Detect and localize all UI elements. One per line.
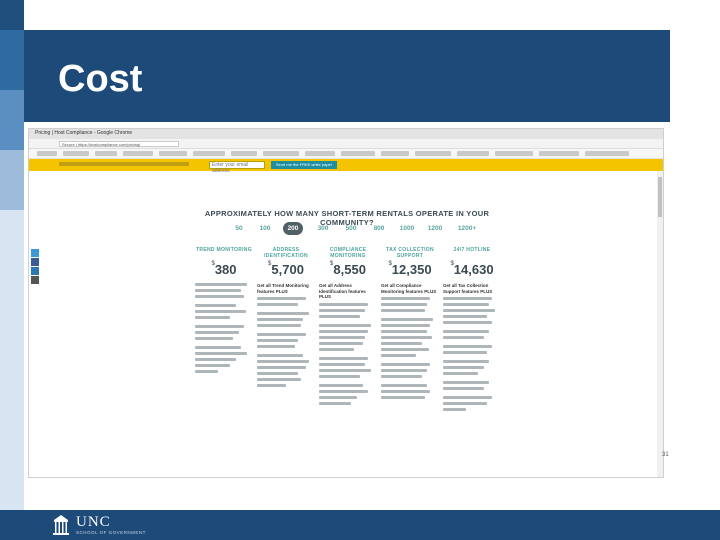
column-heading: TAX COLLECTION SUPPORT — [386, 247, 434, 259]
column-plus: Get all Compliance Monitoring features P… — [381, 283, 437, 294]
slide-title: Cost — [58, 58, 143, 100]
column-plus: Get all Trend Monitoring features PLUS — [257, 283, 309, 294]
browser-address-bar: Secure | https://hostcompliance.com/pric… — [29, 139, 663, 149]
scrollbar[interactable] — [657, 171, 663, 477]
count-option[interactable]: 500 — [345, 225, 357, 232]
pricing-columns: TREND MONITORING $380 ADDRESS IDENTIFICA… — [195, 247, 505, 477]
scrollbar-thumb[interactable] — [658, 177, 662, 217]
column-price: $380 — [211, 261, 237, 277]
column-heading: ADDRESS IDENTIFICATION — [264, 247, 308, 259]
browser-tabstrip: Pricing | Host Compliance - Google Chrom… — [29, 129, 663, 139]
count-option[interactable]: 100 — [259, 225, 271, 232]
page-number: 31 — [662, 452, 669, 458]
linkedin-icon[interactable] — [31, 267, 39, 275]
column-heading: 24/7 HOTLINE — [453, 247, 491, 253]
count-option[interactable]: 1200 — [427, 225, 443, 232]
pricing-column: COMPLIANCE MONITORING $8,550 Get all Add… — [319, 247, 377, 405]
footer: UNC SCHOOL OF GOVERNMENT — [24, 510, 720, 540]
column-price: $8,550 — [330, 261, 366, 277]
banner-email-input[interactable]: Enter your email address — [209, 161, 265, 174]
browser-tab[interactable]: Pricing | Host Compliance - Google Chrom… — [35, 130, 133, 136]
social-share-bar — [31, 249, 39, 285]
column-plus: Get all Tax Collection Support features … — [443, 283, 493, 294]
column-price: $14,630 — [450, 261, 494, 277]
banner-submit-button[interactable]: Send me the FREE white paper — [271, 161, 337, 169]
facebook-icon[interactable] — [31, 258, 39, 266]
pricing-column: 24/7 HOTLINE $14,630 Get all Tax Collect… — [443, 247, 501, 411]
rental-count-selector: 50 100 200 300 500 800 1000 1200 1200+ — [229, 222, 489, 236]
promo-banner: Enter your email address Send me the FRE… — [29, 159, 663, 174]
column-price: $12,350 — [388, 261, 432, 277]
footer-logo-text: UNC — [76, 514, 111, 530]
pricing-headline: APPROXIMATELY HOW MANY SHORT-TERM RENTAL… — [204, 209, 490, 227]
column-plus: Get all Address Identification features … — [319, 283, 366, 299]
count-option[interactable]: 1000 — [399, 225, 415, 232]
pricing-column: TAX COLLECTION SUPPORT $12,350 Get all C… — [381, 247, 439, 399]
share-icon[interactable] — [31, 276, 39, 284]
pricing-column: ADDRESS IDENTIFICATION $5,700 Get all Tr… — [257, 247, 315, 387]
column-heading: TREND MONITORING — [196, 247, 252, 253]
banner-text — [59, 162, 189, 166]
footer-subtitle: SCHOOL OF GOVERNMENT — [76, 530, 146, 535]
address-input[interactable]: Secure | https://hostcompliance.com/pric… — [59, 141, 179, 147]
browser-screenshot: Pricing | Host Compliance - Google Chrom… — [28, 128, 664, 478]
count-option[interactable]: 300 — [317, 225, 329, 232]
count-option[interactable]: 800 — [373, 225, 385, 232]
title-bar: Cost — [24, 30, 670, 122]
bookmarks-bar — [29, 149, 663, 159]
column-heading: COMPLIANCE MONITORING — [329, 247, 367, 259]
count-option-selected[interactable]: 200 — [283, 222, 303, 235]
old-well-icon — [53, 515, 69, 535]
twitter-icon[interactable] — [31, 249, 39, 257]
pricing-column: TREND MONITORING $380 — [195, 247, 253, 373]
left-stripe — [0, 0, 24, 540]
count-option[interactable]: 1200+ — [457, 225, 477, 232]
column-price: $5,700 — [268, 261, 304, 277]
count-option[interactable]: 50 — [235, 225, 243, 232]
